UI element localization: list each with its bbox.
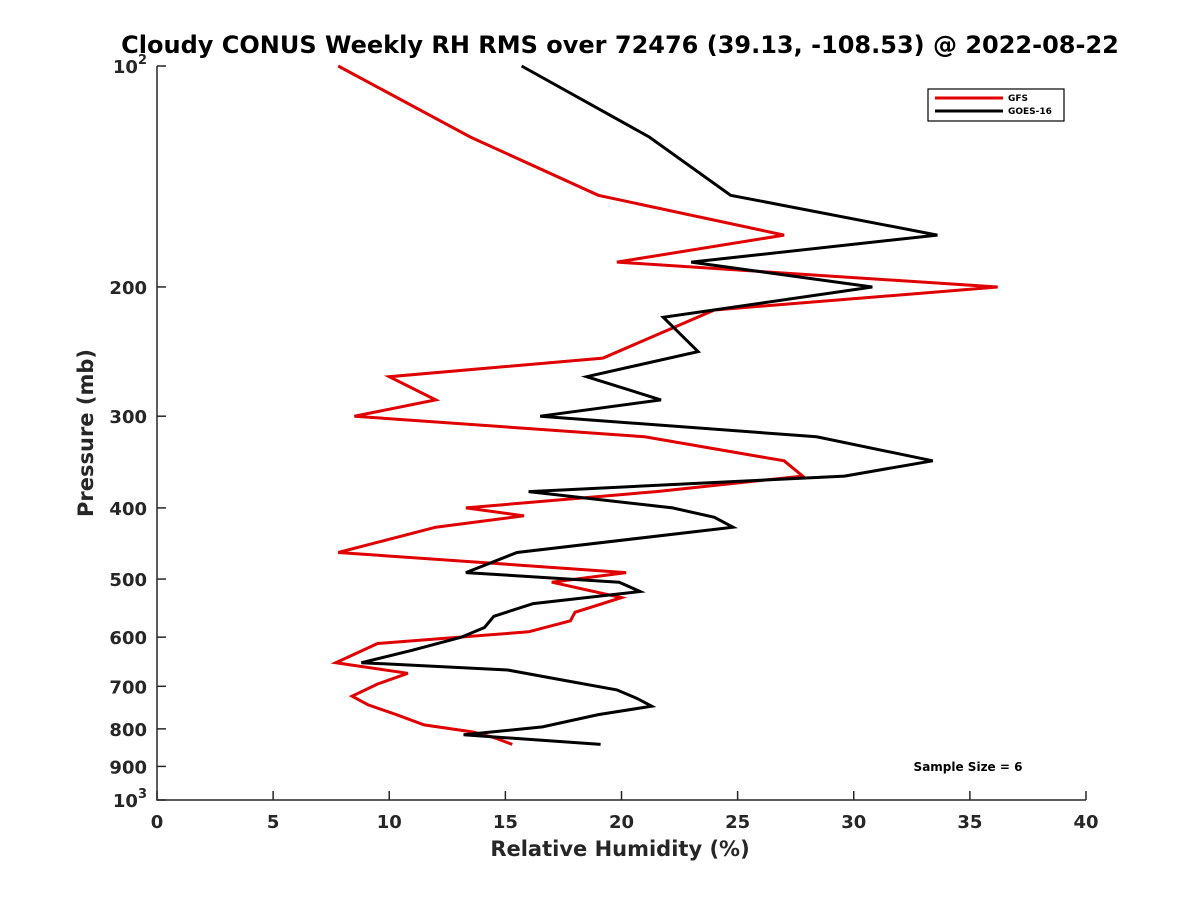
legend: GFS GOES-16 xyxy=(927,88,1065,122)
axes-box xyxy=(156,66,1086,801)
legend-label: GFS xyxy=(1008,94,1028,104)
x-tick-label: 10 xyxy=(377,812,402,833)
x-tick-label: 30 xyxy=(841,812,866,833)
chart-title: Cloudy CONUS Weekly RH RMS over 72476 (3… xyxy=(121,31,1119,59)
y-tick-label: 103 xyxy=(113,787,147,812)
y-tick-label: 400 xyxy=(109,499,147,520)
y-axis-label: Pressure (mb) xyxy=(74,349,98,517)
x-tick-label: 0 xyxy=(151,812,164,833)
series-lines xyxy=(330,64,998,746)
y-tick-base: 10 xyxy=(113,791,138,812)
x-tick-label: 40 xyxy=(1073,812,1098,833)
y-tick-label: 300 xyxy=(109,407,147,428)
x-tick-label: 20 xyxy=(609,812,634,833)
y-tick-label: 500 xyxy=(109,570,147,591)
series-line-gfs xyxy=(330,64,998,746)
x-tick-label: 5 xyxy=(267,812,280,833)
x-axis-label: Relative Humidity (%) xyxy=(490,837,749,861)
series-line-goes-16 xyxy=(361,64,938,746)
legend-box xyxy=(927,88,1065,122)
y-tick-base: 10 xyxy=(113,57,138,78)
x-tick-label: 15 xyxy=(493,812,518,833)
y-tick-label: 102 xyxy=(113,53,147,78)
y-tick-exponent: 3 xyxy=(138,787,147,802)
y-tick-label: 900 xyxy=(109,757,147,778)
y-tick-label: 700 xyxy=(109,677,147,698)
y-tick-label: 800 xyxy=(109,720,147,741)
y-tick-label: 600 xyxy=(109,628,147,649)
y-tick-exponent: 2 xyxy=(138,53,147,68)
x-tick-label: 25 xyxy=(725,812,750,833)
x-tick-label: 35 xyxy=(957,812,982,833)
sample-size-annotation: Sample Size = 6 xyxy=(914,760,1023,774)
x-axis-ticks: 0 5 10 15 20 25 30 35 40 xyxy=(151,791,1099,833)
plot-area: 0 5 10 15 20 25 30 35 40 10220030040050060070080… xyxy=(109,53,1098,833)
legend-label: GOES-16 xyxy=(1008,107,1052,117)
y-tick-label: 200 xyxy=(109,278,147,299)
